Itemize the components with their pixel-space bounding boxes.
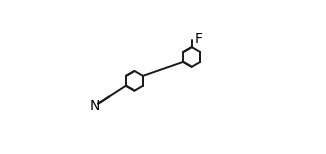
Text: N: N	[90, 99, 100, 113]
Text: F: F	[195, 32, 203, 46]
